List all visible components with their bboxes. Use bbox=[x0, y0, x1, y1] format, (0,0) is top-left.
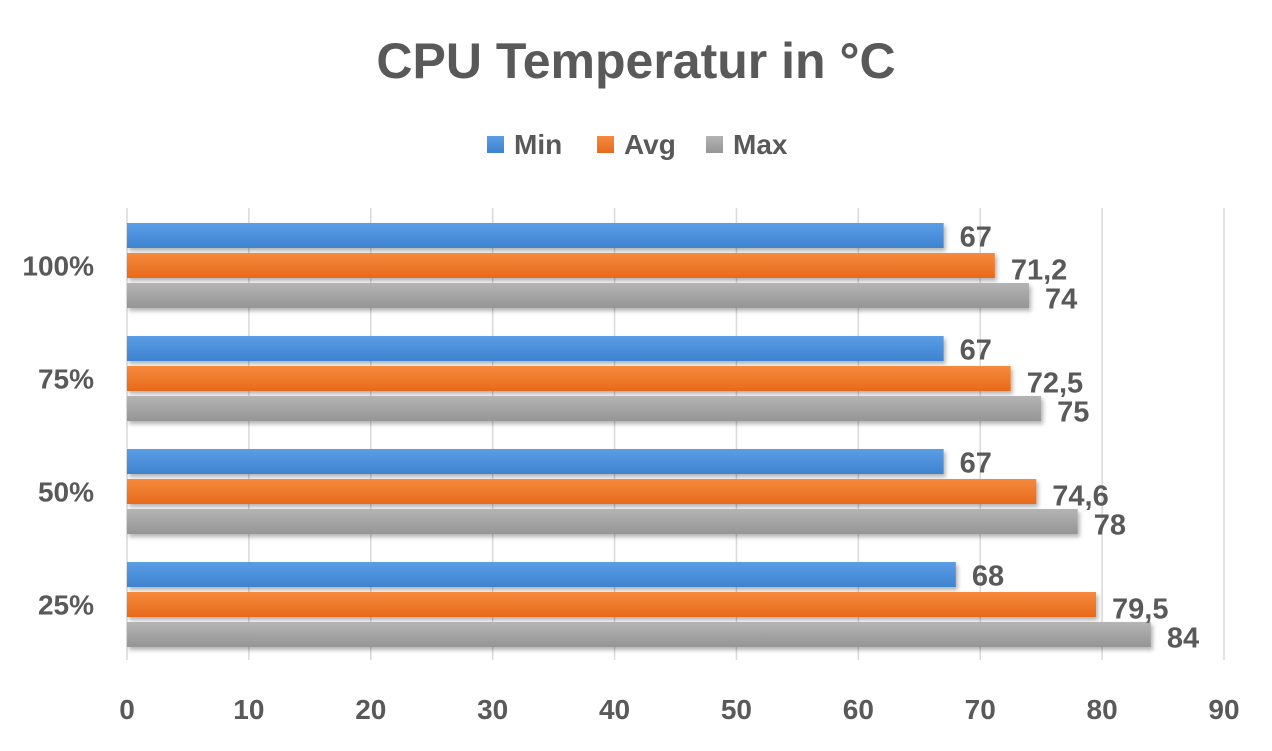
data-label-avg: 79,5 bbox=[1112, 594, 1168, 626]
data-label-avg: 72,5 bbox=[1027, 368, 1083, 400]
x-tick-label: 30 bbox=[477, 694, 508, 725]
legend-label-max: Max bbox=[733, 129, 788, 160]
x-tick-label: 20 bbox=[355, 694, 386, 725]
bar-min bbox=[127, 223, 944, 248]
bar-avg bbox=[127, 366, 1011, 391]
legend-swatch-min bbox=[487, 136, 504, 153]
x-tick-label: 80 bbox=[1087, 694, 1118, 725]
bar-min bbox=[127, 336, 944, 361]
x-tick-label: 0 bbox=[119, 694, 135, 725]
bar-max bbox=[127, 396, 1042, 421]
bar-max bbox=[127, 509, 1078, 534]
x-tick-label: 60 bbox=[843, 694, 874, 725]
data-label-avg: 74,6 bbox=[1052, 481, 1108, 513]
x-tick-label: 40 bbox=[599, 694, 630, 725]
data-label-max: 75 bbox=[1057, 397, 1089, 429]
data-label-max: 74 bbox=[1045, 284, 1077, 316]
data-label-min: 68 bbox=[972, 561, 1004, 593]
bar-min bbox=[127, 449, 944, 474]
data-label-max: 78 bbox=[1094, 510, 1126, 542]
x-tick-label: 70 bbox=[965, 694, 996, 725]
bar-min bbox=[127, 562, 956, 587]
bar-avg bbox=[127, 479, 1037, 504]
legend-label-avg: Avg bbox=[624, 129, 676, 160]
chart-title: CPU Temperatur in °C bbox=[376, 33, 895, 89]
x-tick-label: 10 bbox=[233, 694, 264, 725]
y-tick-label: 50% bbox=[38, 477, 94, 508]
legend: Min Avg Max bbox=[487, 129, 788, 160]
x-tick-label: 90 bbox=[1208, 694, 1239, 725]
data-label-max: 84 bbox=[1167, 623, 1199, 655]
data-label-min: 67 bbox=[960, 222, 992, 254]
legend-swatch-avg bbox=[597, 136, 614, 153]
legend-swatch-max bbox=[706, 136, 723, 153]
y-tick-label: 100% bbox=[22, 251, 94, 282]
y-tick-label: 25% bbox=[38, 590, 94, 621]
legend-label-min: Min bbox=[514, 129, 562, 160]
bar-max bbox=[127, 622, 1151, 647]
data-label-avg: 71,2 bbox=[1011, 255, 1067, 287]
y-tick-label: 75% bbox=[38, 364, 94, 395]
bar-avg bbox=[127, 592, 1097, 617]
bar-max bbox=[127, 283, 1029, 308]
data-label-min: 67 bbox=[960, 448, 992, 480]
bar-avg bbox=[127, 253, 995, 278]
x-tick-label: 50 bbox=[721, 694, 752, 725]
data-label-min: 67 bbox=[960, 335, 992, 367]
